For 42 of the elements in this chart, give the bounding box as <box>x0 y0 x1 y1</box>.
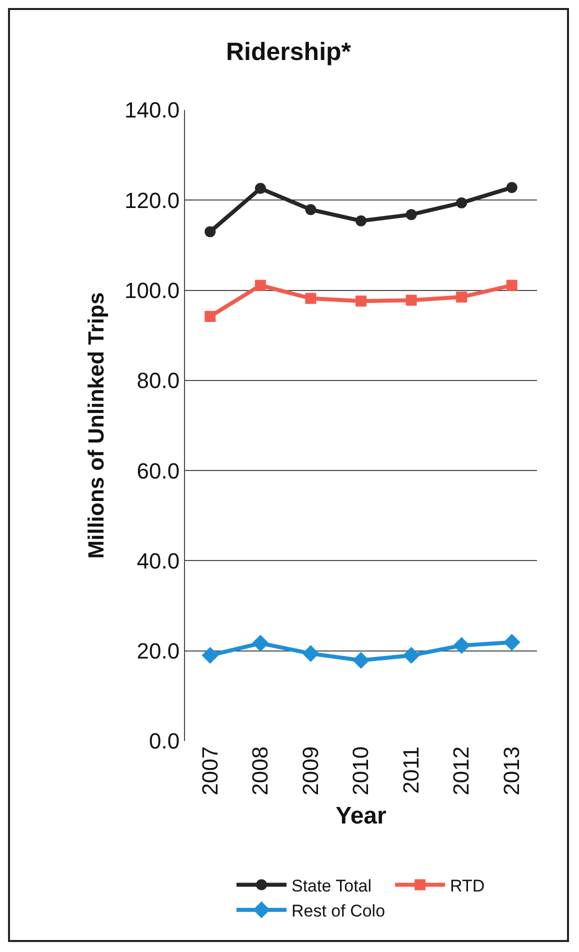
y-tick-label: 120.0 <box>124 188 180 213</box>
point <box>254 182 266 194</box>
y-axis-title: Millions of Unlinked Trips <box>83 292 108 559</box>
point <box>305 204 316 216</box>
point <box>305 292 316 304</box>
x-tick-label: 2013 <box>499 746 524 796</box>
point <box>204 310 216 322</box>
point <box>456 292 468 303</box>
y-tick-label: 100.0 <box>124 278 180 303</box>
point <box>356 296 366 307</box>
point <box>202 646 219 664</box>
y-tick-label: 60.0 <box>136 458 180 484</box>
x-axis-title: Year <box>336 802 386 830</box>
chart-title: Ridership* <box>226 38 352 66</box>
point <box>453 637 470 654</box>
point <box>252 634 269 652</box>
point <box>352 652 370 669</box>
x-tick-label: 2009 <box>298 746 323 796</box>
point <box>406 209 417 220</box>
y-tick-label: 0.0 <box>149 728 180 754</box>
x-tick-label: 2007 <box>197 746 222 796</box>
legend-label: RTD <box>450 876 485 896</box>
point <box>402 646 420 664</box>
x-tick-label: 2012 <box>448 746 474 796</box>
point <box>406 294 417 306</box>
y-tick-label: 40.0 <box>136 548 180 574</box>
x-tick-label: 2008 <box>248 746 273 796</box>
y-tick-label: 80.0 <box>136 368 180 394</box>
point <box>506 182 518 194</box>
point <box>456 197 468 208</box>
x-tick-label: 2011 <box>398 746 424 794</box>
point <box>503 634 520 651</box>
point <box>506 280 518 291</box>
y-tick-label: 20.0 <box>136 638 180 664</box>
point <box>254 280 266 291</box>
legend-label: State Total <box>292 876 372 896</box>
point <box>204 226 216 238</box>
point <box>356 215 366 226</box>
point <box>302 645 320 662</box>
y-tick-label: 140.0 <box>124 98 180 123</box>
legend-label: Rest of Colo <box>292 901 386 920</box>
x-tick-label: 2010 <box>348 746 374 796</box>
